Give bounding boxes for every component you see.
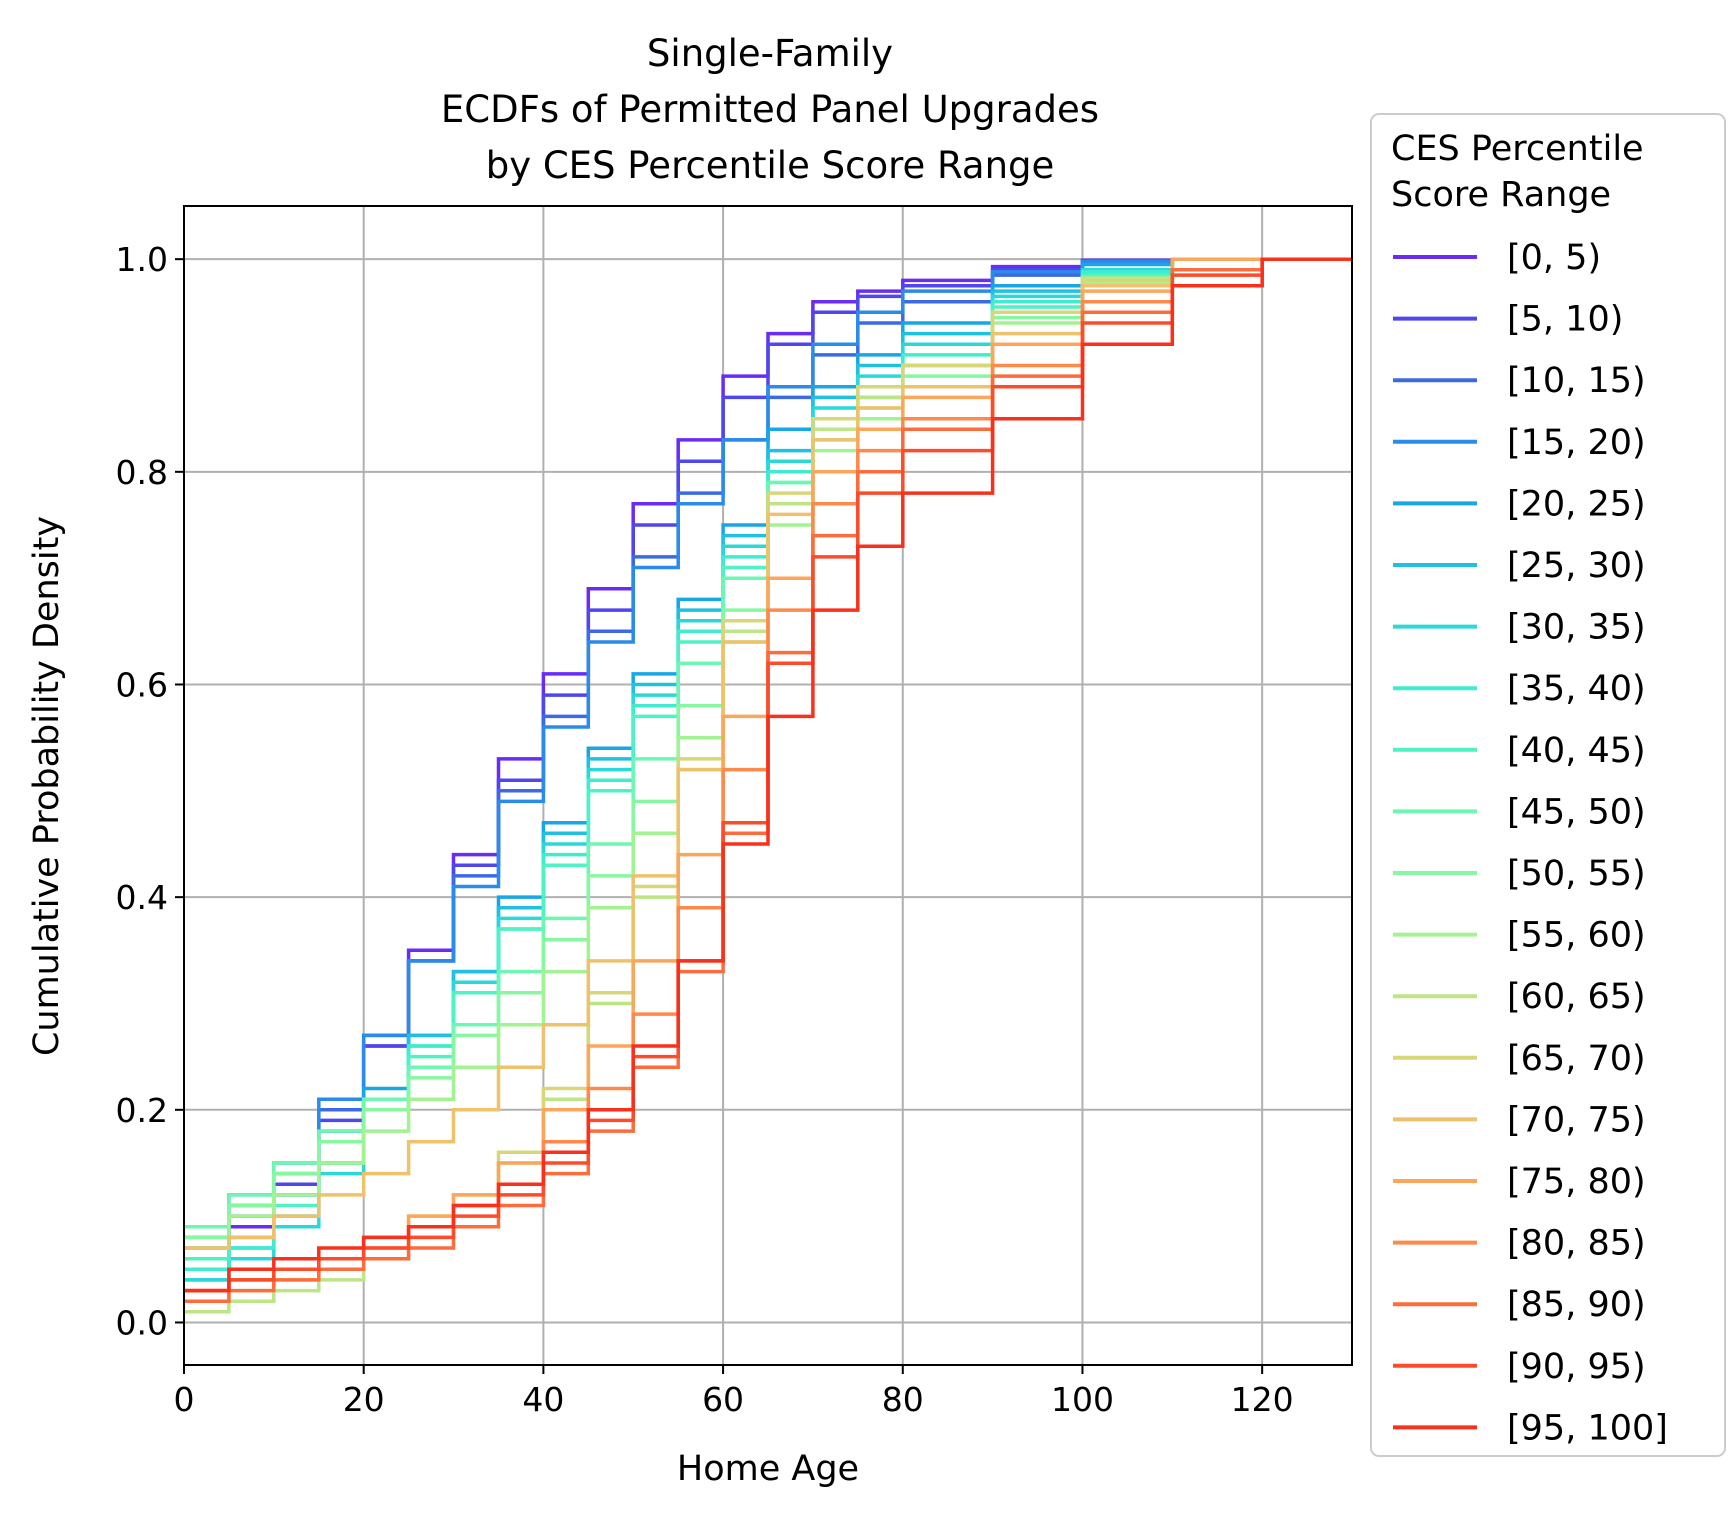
legend-label: [55, 60) (1507, 916, 1646, 956)
legend-label: [85, 90) (1507, 1285, 1646, 1325)
legend-label: [95, 100] (1507, 1408, 1668, 1448)
y-tick-label: 0.2 (116, 1091, 168, 1130)
legend-label: [45, 50) (1507, 792, 1646, 832)
series-line-17 (184, 257, 1352, 1303)
legend-label: [90, 95) (1507, 1347, 1646, 1387)
legend-label: [70, 75) (1507, 1100, 1646, 1140)
legend-label: [15, 20) (1507, 423, 1646, 463)
legend-label: [80, 85) (1507, 1224, 1646, 1264)
x-axis: 0 20 40 60 80 100 120 (174, 1365, 1294, 1419)
x-tick-label: 100 (1051, 1380, 1114, 1419)
y-tick-label: 0.4 (116, 878, 168, 917)
legend-entries: [0, 5) [5, 10) [10, 15) [15, 20) [20, 25) [25… (1393, 238, 1668, 1448)
y-axis-label: Cumulative Probability Density (27, 516, 67, 1056)
x-tick-label: 40 (522, 1380, 564, 1419)
legend-title-line-1: CES Percentile (1391, 129, 1644, 169)
y-tick-label: 1.0 (116, 240, 168, 279)
legend-label: [20, 25) (1507, 484, 1646, 524)
legend-label: [5, 10) (1507, 300, 1623, 340)
legend: CES Percentile Score Range [0, 5) [5, 10)… (1370, 113, 1726, 1457)
x-tick-label: 0 (174, 1380, 195, 1419)
series-lines (184, 257, 1352, 1314)
legend-label: [40, 45) (1507, 731, 1646, 771)
legend-label: [25, 30) (1507, 546, 1646, 586)
x-tick-label: 20 (343, 1380, 385, 1419)
legend-label: [65, 70) (1507, 1039, 1646, 1079)
legend-label: [10, 15) (1507, 361, 1646, 401)
plot-frame (183, 205, 1353, 1366)
legend-label: [30, 35) (1507, 608, 1646, 648)
series-line-18 (184, 257, 1352, 1293)
legend-label: [60, 65) (1507, 977, 1646, 1017)
chart-title-line-3: by CES Percentile Score Range (486, 144, 1055, 187)
y-axis: 0.0 0.2 0.4 0.6 0.8 1.0 (116, 240, 184, 1342)
chart-title: Single-Family ECDFs of Permitted Panel U… (441, 32, 1099, 187)
y-tick-label: 0.6 (116, 665, 168, 704)
legend-label: [35, 40) (1507, 669, 1646, 709)
x-tick-label: 120 (1231, 1380, 1294, 1419)
x-tick-label: 80 (882, 1380, 924, 1419)
legend-label: [75, 80) (1507, 1162, 1646, 1202)
series-line-19 (184, 257, 1352, 1293)
y-tick-label: 0.8 (116, 453, 168, 492)
legend-title-line-2: Score Range (1391, 175, 1611, 215)
x-axis-label: Home Age (677, 1449, 859, 1489)
chart-title-line-1: Single-Family (647, 32, 893, 75)
legend-label: [0, 5) (1507, 238, 1601, 278)
legend-label: [50, 55) (1507, 854, 1646, 894)
y-tick-label: 0.0 (116, 1303, 168, 1342)
chart-title-line-2: ECDFs of Permitted Panel Upgrades (441, 88, 1099, 131)
x-tick-label: 60 (702, 1380, 744, 1419)
